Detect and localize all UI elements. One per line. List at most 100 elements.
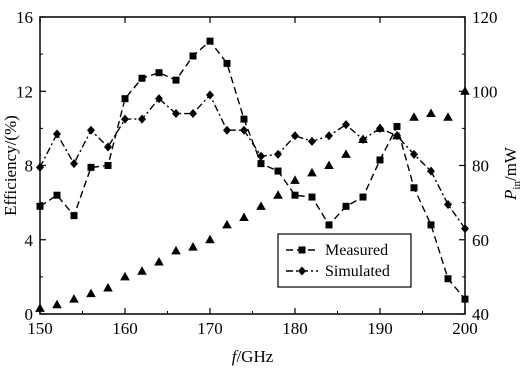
measured-point	[155, 69, 163, 77]
simulated-point	[36, 162, 44, 172]
pin-point	[324, 160, 334, 169]
simulated-point	[342, 120, 350, 130]
legend: Measured Simulated	[277, 233, 412, 288]
simulated-point	[87, 125, 95, 135]
legend-marker	[298, 246, 306, 254]
legend-label: Simulated	[325, 263, 390, 280]
measured-point	[104, 162, 112, 169]
simulated-point	[206, 90, 214, 100]
y-right-axis-title: Pin/mW	[501, 146, 523, 201]
x-tick-label: 180	[282, 319, 308, 338]
simulated-point	[138, 114, 146, 124]
measured-point	[87, 163, 95, 171]
measured-point	[70, 212, 78, 220]
y-right-tick-label: 100	[472, 82, 498, 101]
ticks-layer: 150 160 170 180 190 200 0 4 8 12 16 40 60 80 100 120	[16, 8, 498, 338]
y-left-tick-label: 12	[16, 82, 33, 101]
axis-titles: f/GHz Efficiency/(%) Pin/mW	[1, 115, 523, 366]
simulated-point	[172, 109, 180, 119]
measured-point	[376, 156, 384, 164]
pin-point	[341, 149, 351, 158]
pin-point	[358, 134, 368, 144]
measured-point	[308, 193, 316, 201]
measured-point	[393, 123, 401, 131]
series-line	[39, 93, 466, 230]
series-layer	[35, 37, 470, 312]
measured-point	[53, 191, 61, 199]
simulated-point	[240, 125, 248, 135]
legend-label: Measured	[325, 242, 388, 259]
simulated-point	[308, 136, 316, 146]
legend-box	[277, 233, 412, 288]
measured-point	[223, 59, 231, 67]
pin-point	[239, 212, 249, 221]
simulated-point	[291, 131, 299, 141]
pin-point	[409, 112, 419, 121]
measured-point	[240, 115, 248, 123]
y-right-tick-label: 60	[472, 231, 489, 250]
measured-point	[172, 76, 180, 84]
x-tick-label: 170	[197, 319, 223, 338]
simulated-point	[121, 114, 129, 124]
y-right-axis-title-symbol: P	[501, 190, 520, 201]
measured-point	[342, 202, 350, 210]
measured-point	[189, 52, 197, 60]
series-line	[39, 40, 466, 300]
pin-point	[375, 123, 385, 132]
pin-point	[103, 283, 113, 292]
pin-point	[69, 294, 79, 303]
measured-point	[121, 95, 129, 103]
simulated-point	[274, 149, 282, 159]
simulated-point	[104, 142, 112, 152]
series-simulated	[36, 90, 469, 234]
y-left-tick-label: 8	[25, 157, 34, 176]
pin-point	[392, 130, 402, 140]
measured-point	[138, 74, 146, 82]
x-tick-label: 150	[27, 319, 53, 338]
measured-point	[257, 160, 265, 168]
pin-point	[290, 175, 300, 184]
measured-point	[36, 202, 44, 210]
y-right-axis-title-unit: /mW	[501, 146, 520, 181]
y-right-tick-label: 80	[472, 157, 489, 176]
simulated-point	[53, 129, 61, 139]
x-axis-title-symbol: f	[232, 347, 239, 366]
simulated-point	[461, 224, 469, 234]
y-left-tick-label: 0	[25, 305, 34, 324]
pin-point	[307, 167, 317, 177]
pin-point	[171, 245, 181, 255]
pin-point	[154, 257, 164, 266]
pin-point	[460, 86, 470, 95]
y-left-tick-label: 16	[16, 8, 33, 27]
measured-point	[410, 184, 418, 192]
measured-point	[359, 193, 367, 201]
simulated-point	[427, 166, 435, 176]
pin-point	[443, 112, 453, 121]
y-right-axis-title-subscript: in	[511, 181, 523, 190]
simulated-point	[70, 159, 78, 169]
simulated-point	[155, 94, 163, 104]
series-pin	[35, 86, 470, 312]
measured-point	[444, 275, 452, 283]
measured-point	[325, 221, 333, 229]
x-axis-title: f/GHz	[232, 347, 274, 366]
series-measured	[36, 37, 469, 303]
pin-point	[35, 303, 45, 312]
simulated-point	[444, 199, 452, 209]
pin-point	[222, 219, 232, 229]
pin-point	[86, 288, 96, 298]
simulated-point	[410, 149, 418, 159]
simulated-point	[223, 125, 231, 135]
x-tick-label: 200	[452, 319, 478, 338]
pin-point	[205, 234, 215, 244]
y-left-axis-title: Efficiency/(%)	[1, 115, 20, 216]
measured-point	[291, 191, 299, 199]
simulated-point	[325, 131, 333, 141]
measured-point	[461, 295, 469, 303]
pin-point	[426, 108, 436, 118]
x-tick-label: 160	[112, 319, 138, 338]
pin-point	[256, 201, 266, 210]
pin-point	[137, 266, 147, 275]
simulated-point	[257, 151, 265, 161]
